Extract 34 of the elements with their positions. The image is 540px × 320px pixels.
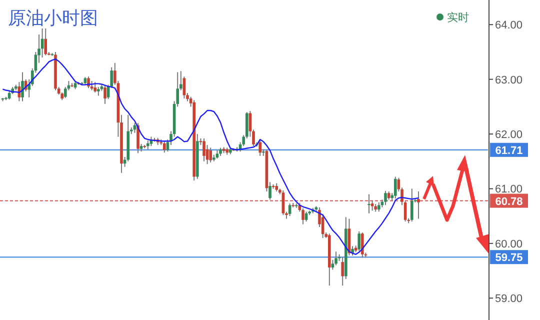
- candlestick: [361, 232, 364, 258]
- y-tick-label: 62.00: [495, 129, 523, 142]
- candlestick: [136, 122, 140, 154]
- candlestick: [258, 140, 262, 156]
- candlestick: [104, 85, 106, 104]
- y-tick-label: 63.00: [495, 74, 523, 86]
- ref-line-label: 61.71: [495, 144, 523, 157]
- candlestick: [8, 90, 11, 100]
- ref-line-label: 59.75: [495, 252, 523, 264]
- candlestick: [94, 82, 96, 93]
- candlestick: [378, 202, 380, 212]
- candlestick: [410, 188, 414, 222]
- ref-line-label: 60.78: [495, 196, 523, 208]
- text: 原油小时图: [8, 8, 98, 29]
- legend-label: 实时: [447, 11, 469, 24]
- candlestick: [288, 202, 292, 217]
- candlestick: [358, 230, 360, 252]
- candlestick: [282, 190, 285, 216]
- candlestick: [202, 138, 206, 162]
- y-tick-label: 64.00: [495, 20, 523, 32]
- candlestick: [21, 72, 24, 102]
- y-tick-label: 60.00: [495, 238, 523, 250]
- candlestick: [341, 256, 344, 286]
- y-tick-label: 59.00: [495, 293, 523, 306]
- candlestick: [44, 28, 47, 56]
- candlestick: [163, 140, 166, 154]
- candlestick: [384, 190, 387, 206]
- y-tick-label: 61.00: [495, 184, 523, 196]
- line-series: [2, 58, 420, 255]
- candlestick: [209, 147, 212, 163]
- candlestick: [368, 194, 370, 214]
- candlestick: [394, 176, 397, 200]
- candlestick: [417, 190, 420, 220]
- candlestick: [334, 251, 338, 266]
